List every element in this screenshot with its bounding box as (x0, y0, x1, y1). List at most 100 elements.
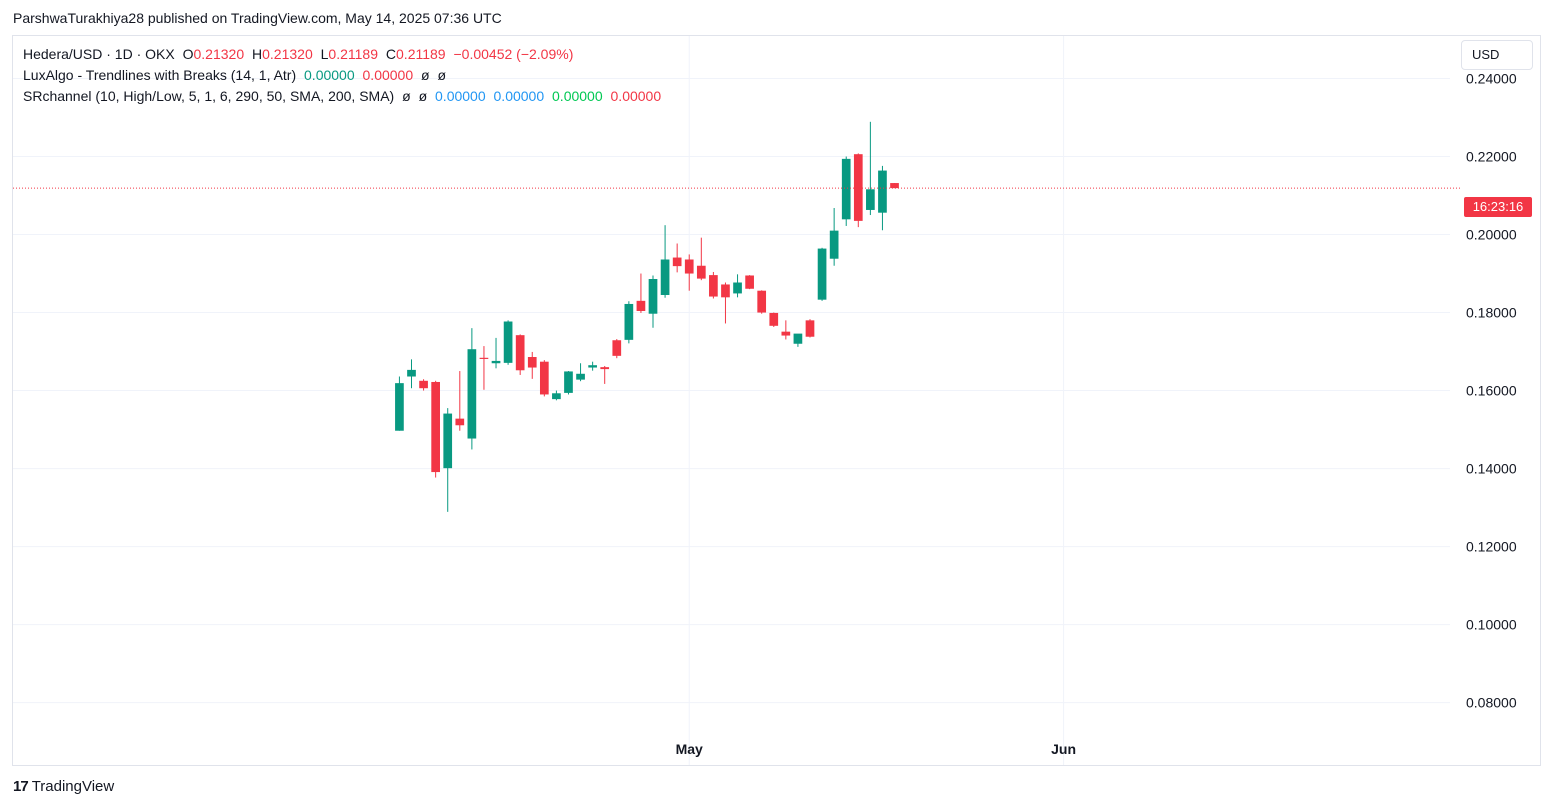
candle[interactable] (564, 371, 573, 395)
indicator-legend-luxalgo[interactable]: LuxAlgo - Trendlines with Breaks (14, 1,… (23, 65, 665, 86)
luxalgo-na-2: ø (437, 67, 447, 83)
candle[interactable] (503, 320, 513, 365)
tradingview-logo[interactable]: 17 TradingView (13, 778, 114, 795)
candle-body (576, 373, 585, 380)
candle[interactable] (890, 183, 899, 189)
candle[interactable] (419, 379, 428, 391)
y-tick-label: 0.14000 (1466, 461, 1517, 477)
candle[interactable] (491, 337, 501, 369)
candle[interactable] (757, 290, 767, 314)
indicator-name-srchannel[interactable]: SRchannel (10, High/Low, 5, 1, 6, 290, 5… (23, 88, 395, 104)
candle[interactable] (696, 237, 706, 281)
candle-body (503, 321, 513, 363)
candle-body (769, 312, 779, 326)
candle-body (721, 284, 730, 298)
candle-body (467, 349, 477, 439)
candle-body (866, 189, 875, 210)
candle[interactable] (829, 208, 839, 266)
candle-body (515, 335, 525, 371)
candle[interactable] (600, 365, 610, 384)
candle[interactable] (443, 408, 453, 512)
candle[interactable] (841, 156, 851, 226)
candle[interactable] (552, 390, 561, 401)
candle-body (709, 275, 718, 297)
candle-body (817, 248, 827, 300)
candle-body (612, 340, 622, 356)
candle[interactable] (539, 360, 549, 397)
candle-body (455, 418, 465, 426)
indicator-name-luxalgo[interactable]: LuxAlgo - Trendlines with Breaks (14, 1,… (23, 67, 297, 83)
candle-body (745, 275, 754, 289)
currency-button[interactable]: USD (1461, 40, 1533, 70)
candle-body (781, 331, 791, 336)
candle-body (491, 360, 501, 364)
candle[interactable] (733, 274, 742, 298)
candle[interactable] (866, 121, 875, 216)
open-value: 0.21320 (193, 46, 245, 62)
candle[interactable] (660, 225, 670, 298)
y-tick-label: 0.08000 (1466, 695, 1517, 711)
candle-body (890, 183, 899, 189)
candle[interactable] (721, 282, 730, 324)
candle[interactable] (805, 319, 815, 338)
candle-body (853, 154, 863, 221)
high-label: H (252, 46, 263, 62)
candle-body (684, 259, 694, 274)
candle[interactable] (588, 361, 597, 371)
candle[interactable] (853, 153, 863, 228)
open-label: O (182, 46, 194, 62)
close-value: 0.21189 (396, 46, 446, 62)
tradingview-logo-icon: 17 (13, 778, 29, 795)
candle-body (395, 383, 404, 431)
y-tick-label: 0.20000 (1466, 227, 1517, 243)
candle[interactable] (395, 376, 404, 431)
candle[interactable] (745, 275, 754, 290)
candle-body (636, 300, 646, 311)
candle[interactable] (455, 371, 465, 431)
candle[interactable] (576, 363, 585, 382)
candle-body (539, 361, 549, 395)
candle[interactable] (431, 380, 440, 478)
price-change: −0.00452 (−2.09%) (453, 46, 574, 62)
srchannel-na-1: ø (402, 88, 411, 104)
candle[interactable] (878, 165, 887, 231)
candle-body (829, 230, 839, 259)
y-tick-label: 0.22000 (1466, 149, 1517, 165)
symbol-name[interactable]: Hedera/USD · 1D · OKX (23, 46, 175, 62)
y-tick-label: 0.18000 (1466, 305, 1517, 321)
y-tick-label: 0.24000 (1466, 71, 1517, 87)
candle-body (600, 367, 610, 370)
candle-body (696, 265, 706, 279)
candle[interactable] (624, 301, 634, 344)
candle[interactable] (781, 320, 791, 340)
srchannel-value-3: 0.00000 (552, 88, 603, 104)
chart-frame[interactable] (12, 35, 1541, 766)
candle[interactable] (817, 247, 827, 301)
candle[interactable] (684, 254, 694, 291)
candle[interactable] (407, 359, 416, 389)
candle[interactable] (515, 334, 525, 375)
y-axis-labels: 0.24000 0.22000 0.20000 0.18000 0.16000 0.140… (1466, 71, 1517, 711)
candle[interactable] (793, 333, 803, 347)
candle-body (878, 170, 887, 213)
candle[interactable] (709, 271, 718, 299)
candle-body (479, 357, 489, 359)
grid-lines (13, 36, 1450, 765)
candle-body (793, 333, 803, 344)
symbol-legend-row[interactable]: Hedera/USD · 1D · OKX O0.21320 H0.21320 … (23, 44, 665, 65)
candle[interactable] (467, 328, 477, 450)
candle[interactable] (527, 351, 537, 379)
candle[interactable] (636, 273, 646, 313)
indicator-legend-srchannel[interactable]: SRchannel (10, High/Low, 5, 1, 6, 290, 5… (23, 86, 665, 107)
candle-body (443, 413, 453, 469)
candle[interactable] (672, 243, 682, 273)
candle[interactable] (479, 346, 489, 390)
y-tick-label: 0.12000 (1466, 539, 1517, 555)
candle-body (552, 393, 561, 400)
candle[interactable] (648, 275, 658, 328)
candle-body (527, 357, 537, 368)
y-tick-label: 0.10000 (1466, 617, 1517, 633)
candle[interactable] (612, 339, 622, 359)
candle[interactable] (769, 312, 779, 327)
